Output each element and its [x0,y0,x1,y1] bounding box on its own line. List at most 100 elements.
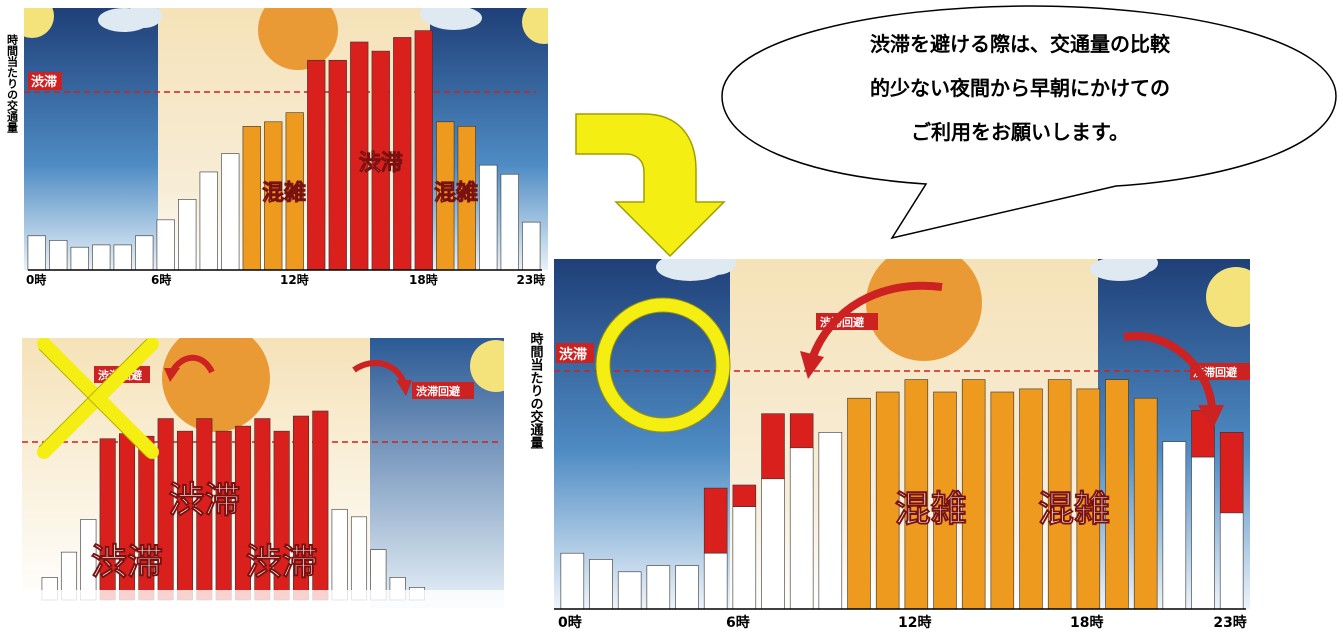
tick-label: 6時 [151,272,171,287]
curved-red-arrow-icon [808,281,943,361]
bar [1219,512,1244,610]
bar-series [27,30,541,271]
night-sky-left [24,8,158,270]
cloud-icon [656,259,1158,281]
chart-recommended: 渋滞 混雑 混雑 渋滞回避 渋滞回避 0時 6時 12時 18時 23時 [520,259,1250,632]
annotation-label: 渋滞 [359,150,403,176]
bar [92,244,111,271]
y-axis-label-text: 時間当たりの交通量 [528,331,544,450]
bar [675,565,699,610]
bubble-line: 渋滞を避ける際は、交通量の比較 [870,32,1170,56]
cloud-icon [98,8,482,32]
bar [70,246,89,271]
speech-bubble-shape [721,5,1337,240]
bar [818,432,843,610]
bar [27,235,46,271]
curved-red-arrow-icon [1123,331,1216,410]
curved-red-arrow-icon [352,359,407,386]
curved-red-arrow-icon [1198,405,1224,431]
bottom-fade [22,590,504,608]
moon-icon [470,340,504,392]
y-axis-label: 時間当たりの交通量 [4,30,20,174]
bar [1162,441,1187,610]
bar-series [41,410,426,601]
curved-red-arrow-icon [396,380,412,396]
bar [331,508,348,601]
bar [990,391,1015,610]
bar [479,164,498,271]
threshold-label-bg [28,72,62,90]
bar [617,571,642,610]
moon-icon [1206,267,1250,327]
y-axis-label: 時間当たりの交通量 [526,328,544,492]
yellow-circle-icon [609,311,717,419]
bar [221,153,240,271]
sun-icon [162,338,270,432]
tick-label: 23時 [517,272,546,287]
annotation-label: 混雑 [1038,489,1110,530]
speech-bubble [721,5,1337,240]
bar [1133,397,1158,610]
bar-shifted-portion [1219,432,1244,514]
yellow-x-icon [38,338,148,458]
bar [328,59,347,271]
yellow-down-arrow-shape [575,113,726,258]
tick-label: 18時 [409,272,438,287]
bar-shifted-portion [732,484,757,508]
curved-red-arrow-icon [800,351,824,379]
bar [1191,456,1215,610]
moon-icon [522,8,548,44]
chart-current-traffic: 渋滞 混雑 渋滞混雑 0時 6時 12時 18時 23時 [24,8,548,292]
curved-red-arrow-icon [164,368,180,382]
bar [307,59,326,271]
speech-bubble-text: 渋滞を避ける際は、交通量の比較 的少ない夜間から早朝にかけての ご利用をお願いし… [790,22,1250,154]
tick-label: 6時 [726,614,750,631]
bubble-line: 的少ない夜間から早朝にかけての [870,76,1170,100]
annotation-label: 渋滞 [91,542,163,583]
annotation-label: 渋滞 [246,542,318,583]
bar [156,219,175,271]
curved-red-arrow-icon [169,354,215,374]
bar [732,506,757,610]
threshold-label: 渋滞 [31,74,57,90]
tick-label: 12時 [280,272,309,287]
avoid-label-bg [412,382,474,399]
bar [589,559,613,610]
bar [199,171,218,271]
annotation-label: 混雑 [434,180,478,206]
tick-label: 23時 [1213,614,1246,631]
bar [703,552,728,610]
bar [113,244,132,271]
annotation-label: 混雑 [895,489,967,530]
bubble-line: ご利用をお願いします。 [911,120,1129,144]
bar [49,240,68,271]
bar [178,199,197,271]
bar-shifted-portion [761,413,785,480]
tick-label: 12時 [898,614,931,631]
bar [761,478,785,610]
avoid-label: 渋滞回避 [416,384,461,398]
bar [242,126,261,271]
bar-series [560,379,1244,610]
bar [847,397,871,610]
yellow-down-arrow-icon [575,113,726,258]
bar [350,516,368,601]
bar-shifted-portion [789,413,814,449]
yellow-circle-icon [595,297,731,433]
bar [789,447,814,610]
annotation-label: 渋滞 [168,480,240,521]
bar [135,235,154,271]
annotation-label: 混雑 [262,180,306,206]
tick-label: 18時 [1070,614,1103,631]
threshold-label: 渋滞 [559,346,587,363]
tick-label: 0時 [26,272,46,287]
bar [646,565,671,610]
moon-icon [24,8,54,38]
bar [414,30,433,271]
y-axis-label-text: 時間当たりの交通量 [6,33,19,133]
bar [560,552,585,610]
yellow-x-icon [37,338,159,459]
bar-shifted-portion [703,487,728,554]
tick-label: 0時 [558,614,582,631]
